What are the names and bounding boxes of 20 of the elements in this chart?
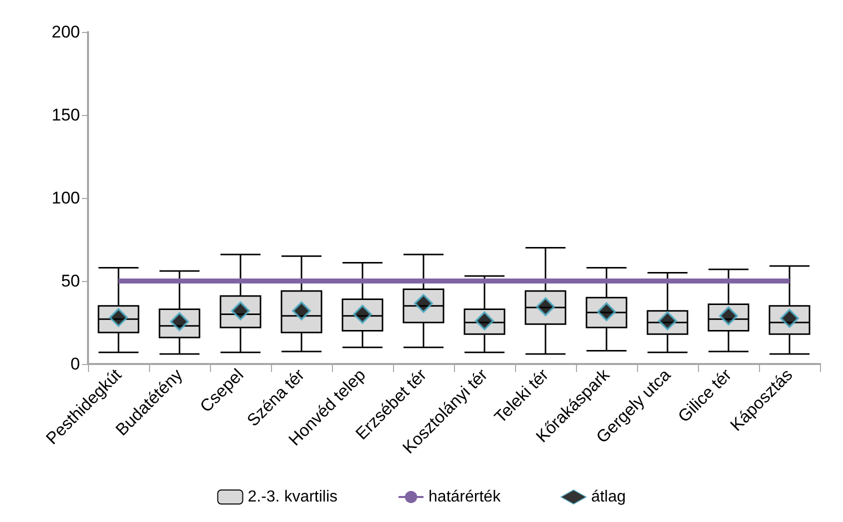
point	[719, 306, 738, 326]
legend-label: 2.-3. kvartilis	[248, 488, 338, 506]
y-tick-label: 50	[61, 272, 80, 290]
point	[414, 294, 433, 313]
point	[353, 304, 372, 324]
y-tick-label: 0	[70, 354, 80, 374]
point	[475, 311, 494, 330]
legend-label: átlag	[591, 488, 626, 506]
point	[292, 301, 311, 320]
y-tick-label: 200	[52, 22, 80, 42]
y-tick-label: 100	[52, 188, 80, 208]
point	[170, 312, 189, 332]
legend-label: határérték	[428, 488, 502, 506]
point	[536, 297, 555, 316]
point	[109, 308, 128, 328]
point	[658, 311, 677, 330]
point	[780, 308, 799, 328]
point	[597, 302, 616, 322]
y-tick-label: 150	[52, 106, 80, 124]
point	[231, 301, 250, 320]
